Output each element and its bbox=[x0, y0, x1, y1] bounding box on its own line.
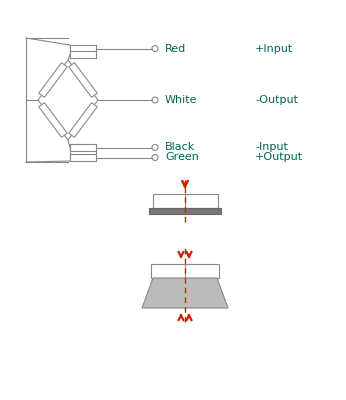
Bar bbox=[149, 208, 221, 214]
Polygon shape bbox=[69, 103, 97, 137]
Text: +Output: +Output bbox=[255, 152, 303, 162]
Polygon shape bbox=[39, 63, 67, 97]
Bar bbox=[70, 51, 96, 58]
Text: Red: Red bbox=[165, 44, 186, 54]
Text: White: White bbox=[165, 95, 198, 105]
Text: Green: Green bbox=[165, 152, 199, 162]
Bar bbox=[70, 144, 96, 151]
Bar bbox=[153, 194, 218, 208]
Text: -Input: -Input bbox=[255, 142, 288, 152]
Bar bbox=[151, 264, 219, 278]
Bar bbox=[70, 154, 96, 161]
Polygon shape bbox=[39, 103, 67, 137]
Polygon shape bbox=[142, 278, 228, 308]
Text: -Output: -Output bbox=[255, 95, 298, 105]
Text: +Input: +Input bbox=[255, 44, 293, 54]
Bar bbox=[70, 45, 96, 52]
Text: Black: Black bbox=[165, 142, 195, 152]
Polygon shape bbox=[69, 63, 97, 97]
